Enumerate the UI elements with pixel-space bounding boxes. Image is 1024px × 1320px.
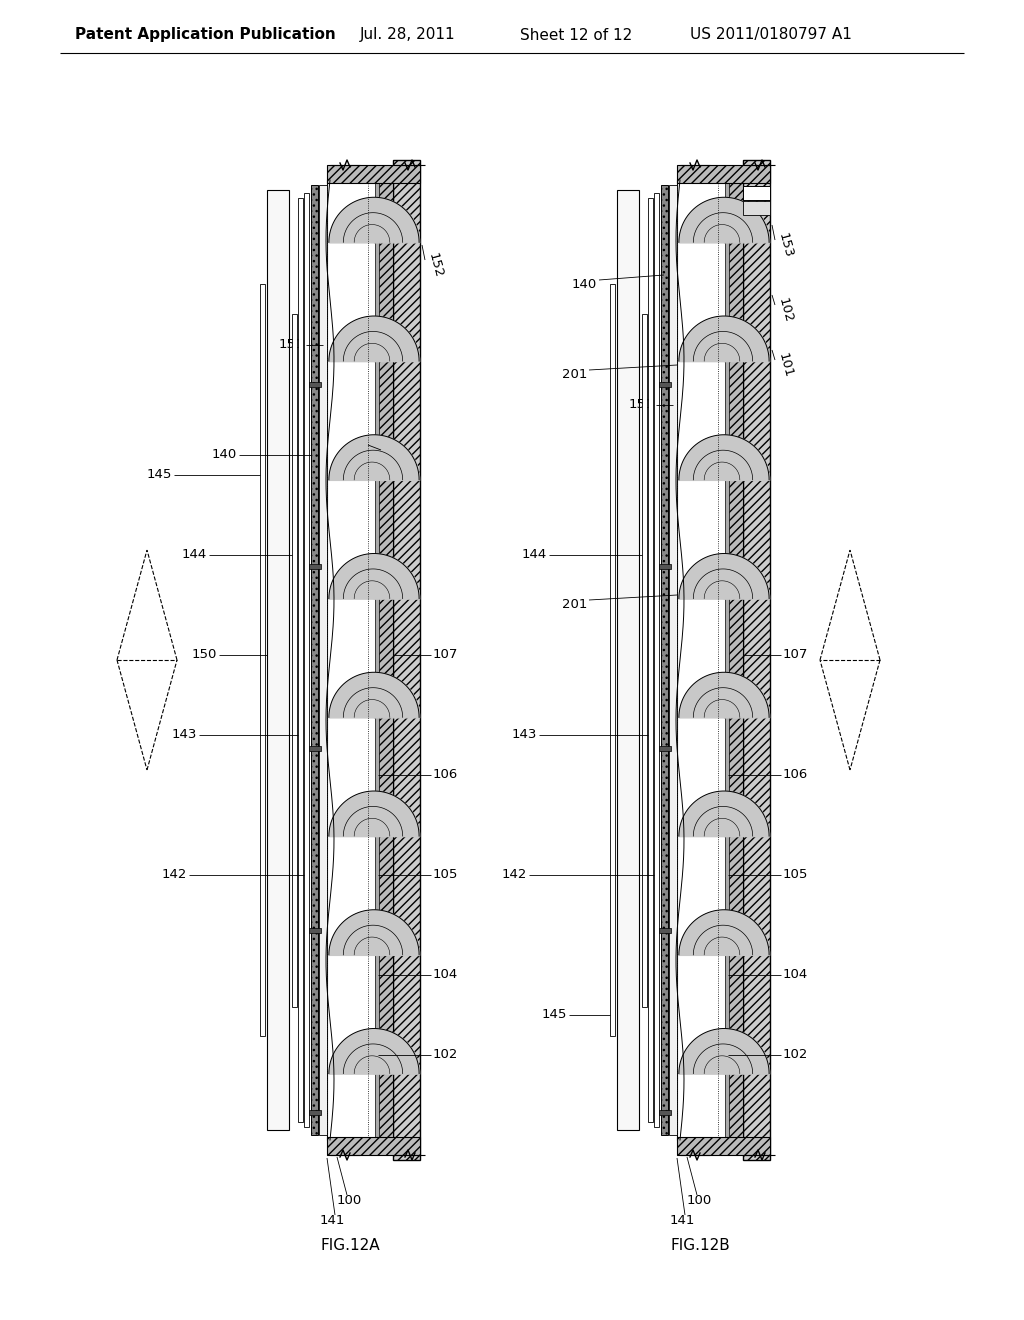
Text: 151: 151 <box>629 399 654 412</box>
Text: 141: 141 <box>670 1213 694 1226</box>
Bar <box>662 185 668 1135</box>
Text: 142: 142 <box>162 869 187 882</box>
Text: 102: 102 <box>783 1048 808 1061</box>
Bar <box>309 746 321 751</box>
Text: 102: 102 <box>433 1048 459 1061</box>
Bar <box>378 176 393 1144</box>
Text: Jul. 28, 2011: Jul. 28, 2011 <box>360 28 456 42</box>
Bar <box>648 198 653 1122</box>
Bar <box>327 180 378 1140</box>
Bar <box>393 160 420 1160</box>
Bar <box>728 176 743 1144</box>
Text: 102: 102 <box>776 296 795 323</box>
Text: FIG.12B: FIG.12B <box>670 1238 730 1253</box>
Bar <box>743 186 770 201</box>
Text: 107: 107 <box>433 648 459 661</box>
Text: 100: 100 <box>686 1193 712 1206</box>
Text: 140: 140 <box>571 279 597 292</box>
Text: 105: 105 <box>433 869 459 882</box>
Text: 145: 145 <box>146 469 172 482</box>
Bar <box>677 165 770 183</box>
Bar <box>304 193 309 1127</box>
Text: 106: 106 <box>433 768 459 781</box>
Text: 142: 142 <box>502 869 527 882</box>
Text: 150: 150 <box>191 648 217 661</box>
Bar <box>309 1110 321 1115</box>
Text: 100: 100 <box>336 1193 361 1206</box>
Bar <box>327 165 420 183</box>
Text: 152: 152 <box>426 251 445 279</box>
Text: 201: 201 <box>561 598 587 611</box>
Bar <box>309 564 321 569</box>
Text: 144: 144 <box>181 549 207 561</box>
Text: Patent Application Publication: Patent Application Publication <box>75 28 336 42</box>
Text: Sheet 12 of 12: Sheet 12 of 12 <box>520 28 632 42</box>
Text: 143: 143 <box>512 729 537 742</box>
Bar <box>743 160 770 1160</box>
Bar <box>375 180 379 1140</box>
Bar <box>659 564 671 569</box>
Text: 107: 107 <box>783 648 808 661</box>
Text: 104: 104 <box>783 969 808 982</box>
Bar <box>677 180 728 1140</box>
Text: 151: 151 <box>279 338 304 351</box>
Bar <box>659 928 671 933</box>
Text: 101: 101 <box>776 351 795 379</box>
Bar <box>311 185 318 1135</box>
Bar <box>327 1137 420 1155</box>
Text: 201: 201 <box>383 449 409 462</box>
Text: 153: 153 <box>776 231 796 259</box>
Text: 145: 145 <box>542 1008 567 1022</box>
Bar <box>309 381 321 387</box>
Bar <box>319 185 327 1135</box>
Text: FIG.12A: FIG.12A <box>321 1238 380 1253</box>
Bar <box>743 201 770 215</box>
Bar <box>669 185 677 1135</box>
Bar <box>654 193 659 1127</box>
Bar <box>267 190 289 1130</box>
Bar <box>725 180 729 1140</box>
Text: 104: 104 <box>433 969 459 982</box>
Bar <box>677 1137 770 1155</box>
Text: 105: 105 <box>783 869 808 882</box>
Bar <box>642 314 647 1006</box>
Text: US 2011/0180797 A1: US 2011/0180797 A1 <box>690 28 852 42</box>
Text: 106: 106 <box>783 768 808 781</box>
Bar <box>617 190 639 1130</box>
Bar <box>260 284 265 1036</box>
Bar <box>659 381 671 387</box>
Text: 201: 201 <box>561 368 587 381</box>
Text: 143: 143 <box>172 729 197 742</box>
Bar <box>298 198 303 1122</box>
Bar <box>309 928 321 933</box>
Bar <box>292 314 297 1006</box>
Text: 144: 144 <box>522 549 547 561</box>
Text: 140: 140 <box>212 449 237 462</box>
Bar <box>610 284 615 1036</box>
Text: 141: 141 <box>319 1213 345 1226</box>
Bar <box>659 746 671 751</box>
Bar <box>659 1110 671 1115</box>
